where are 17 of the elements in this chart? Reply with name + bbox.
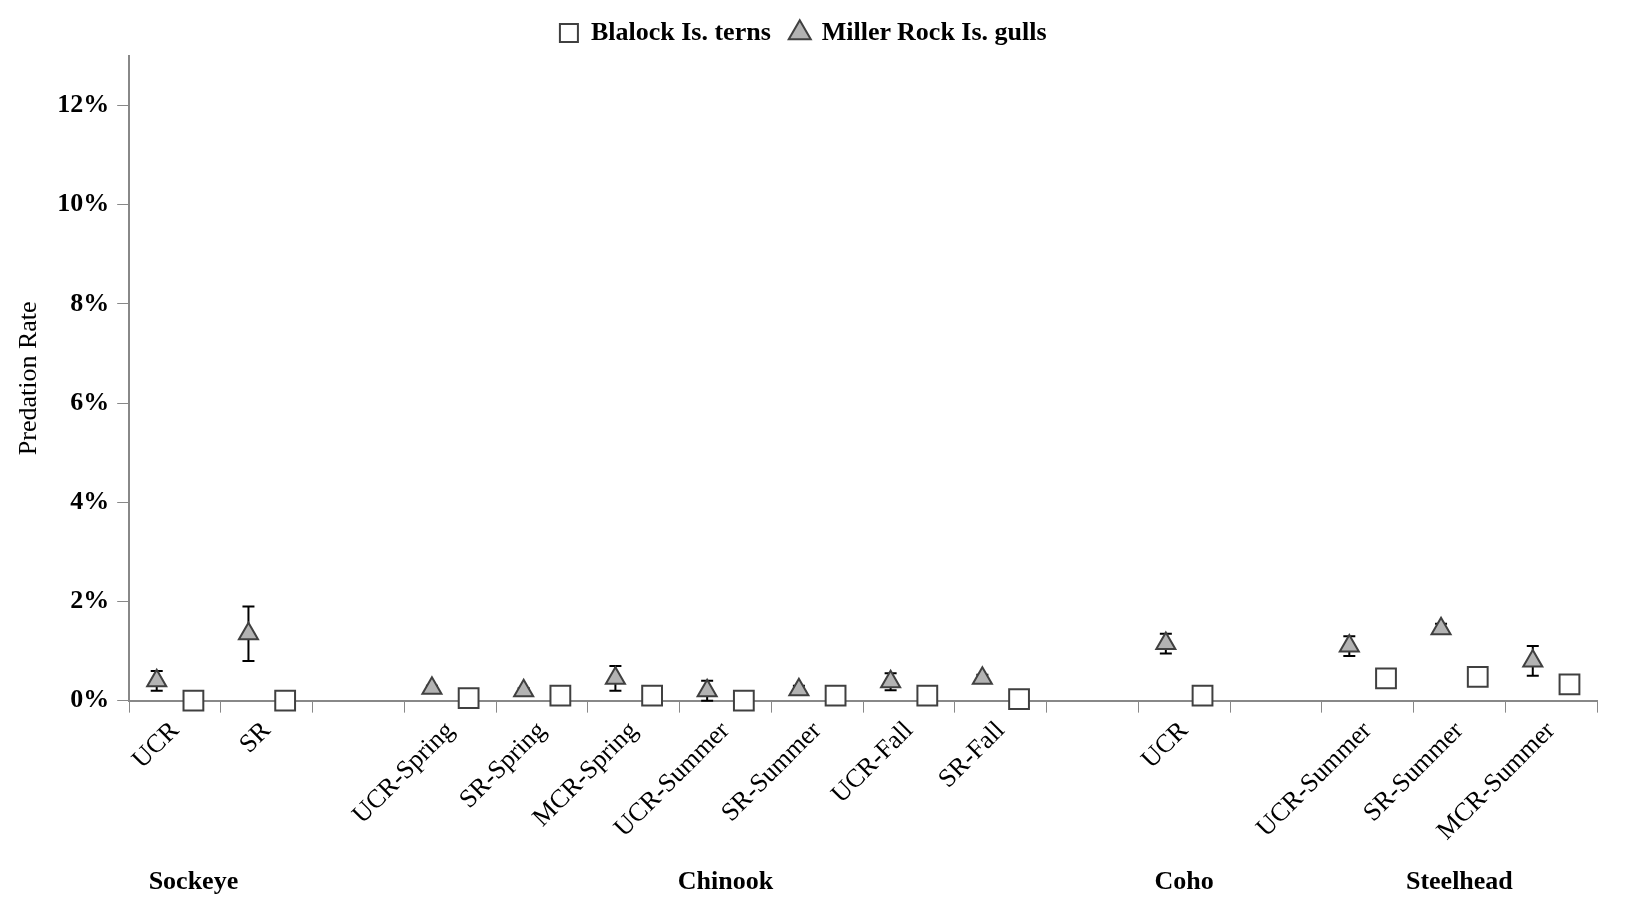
y-tick-label: 0% [70, 684, 110, 714]
legend-label: Miller Rock Is. gulls [821, 16, 1047, 46]
y-tick-label: 10% [57, 188, 110, 218]
legend-label: Blalock Is. terns [590, 16, 771, 46]
y-axis-title: Predation Rate [13, 301, 43, 456]
x-tick-label: UCR [1134, 714, 1194, 774]
x-tick-label: SR [232, 714, 277, 759]
text: Steelhead [1405, 866, 1513, 896]
y-tick-label: 6% [70, 386, 110, 416]
y-tick-label: 4% [70, 486, 110, 516]
y-tick-label: 8% [70, 287, 110, 317]
x-tick-label: UCR [125, 714, 185, 774]
y-tick-label: 2% [70, 585, 110, 615]
text: Coho [1154, 866, 1214, 896]
text: Sockeye [148, 866, 239, 896]
text: Chinook [677, 866, 774, 896]
y-tick-label: 12% [57, 89, 110, 119]
